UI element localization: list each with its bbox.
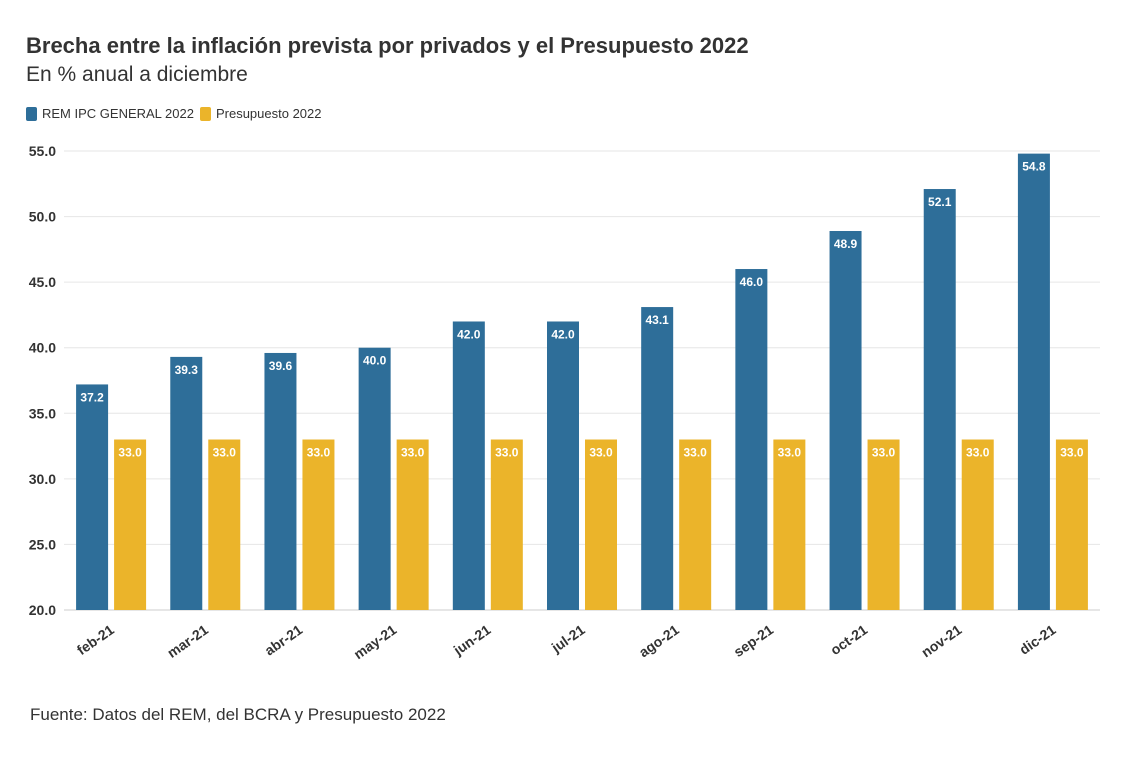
bar-presupuesto [302, 439, 335, 610]
y-tick-label: 35.0 [29, 405, 56, 421]
bar-presupuesto [867, 439, 900, 610]
x-tick-label: jun-21 [450, 621, 494, 658]
x-tick-label: dic-21 [1016, 621, 1058, 657]
bar-rem [923, 189, 956, 610]
x-tick-label: sep-21 [731, 621, 777, 660]
data-label: 33.0 [401, 446, 425, 460]
y-tick-label: 25.0 [29, 536, 56, 552]
bar-presupuesto [773, 439, 806, 610]
bar-rem [76, 384, 109, 610]
data-label: 33.0 [778, 446, 802, 460]
y-tick-label: 40.0 [29, 340, 56, 356]
y-tick-label: 20.0 [29, 602, 56, 618]
y-tick-label: 45.0 [29, 274, 56, 290]
x-tick-label: feb-21 [74, 621, 117, 658]
y-tick-label: 55.0 [29, 143, 56, 159]
x-tick-label: mar-21 [164, 621, 211, 661]
data-label: 46.0 [740, 275, 764, 289]
bar-rem [264, 352, 297, 610]
data-label: 33.0 [589, 446, 613, 460]
chart-title: Brecha entre la inflación prevista por p… [26, 33, 749, 58]
bar-presupuesto [1055, 439, 1088, 610]
data-label: 54.8 [1022, 160, 1046, 174]
x-tick-label: jul-21 [548, 621, 588, 656]
y-tick-label: 50.0 [29, 209, 56, 225]
data-label: 33.0 [1060, 446, 1084, 460]
bar-rem [641, 307, 674, 610]
bar-rem [1017, 153, 1050, 610]
legend-item-presupuesto: Presupuesto 2022 [199, 106, 322, 121]
bar-rem [829, 230, 862, 611]
data-label: 33.0 [307, 446, 331, 460]
bar-presupuesto [490, 439, 523, 610]
x-tick-label: nov-21 [918, 621, 964, 660]
bar-rem [735, 269, 768, 610]
bar-chart: 20.0 25.0 30.0 35.0 40.0 45.0 50.0 55.0 37.2 33.0… [29, 143, 1100, 662]
bar-presupuesto [208, 439, 241, 610]
bar-presupuesto [114, 439, 147, 610]
source-note: Fuente: Datos del REM, del BCRA y Presup… [30, 705, 446, 724]
data-label: 33.0 [966, 446, 990, 460]
data-label: 37.2 [80, 390, 104, 404]
data-label: 33.0 [684, 446, 708, 460]
data-label: 33.0 [118, 446, 142, 460]
bar-rem [358, 347, 391, 610]
data-label: 33.0 [495, 446, 519, 460]
bar-presupuesto [679, 439, 712, 610]
data-label: 52.1 [928, 195, 952, 209]
bar-presupuesto [585, 439, 617, 610]
data-label: 43.1 [646, 313, 670, 327]
x-tick-label: oct-21 [827, 621, 870, 658]
data-label: 33.0 [872, 446, 896, 460]
bar-presupuesto [396, 439, 429, 610]
x-tick-label: may-21 [351, 621, 400, 662]
data-label: 33.0 [213, 446, 237, 460]
x-tick-label: ago-21 [636, 621, 682, 660]
chart-subtitle: En % anual a diciembre [26, 63, 248, 86]
data-label: 42.0 [551, 327, 575, 341]
data-label: 42.0 [457, 327, 481, 341]
bar-rem [547, 321, 579, 610]
bar-presupuesto [961, 439, 994, 610]
legend-label-presupuesto: Presupuesto 2022 [215, 106, 322, 121]
data-label: 40.0 [363, 354, 387, 368]
data-label: 39.3 [175, 363, 199, 377]
legend-item-rem: REM IPC GENERAL 2022 [26, 106, 194, 121]
legend: REM IPC GENERAL 2022 Presupuesto 2022 [26, 106, 328, 121]
data-label: 48.9 [834, 237, 858, 251]
y-tick-label: 30.0 [29, 471, 56, 487]
legend-label-rem: REM IPC GENERAL 2022 [42, 106, 194, 121]
bar-rem [452, 321, 485, 610]
bar-rem [170, 356, 203, 610]
legend-swatch-rem [26, 106, 37, 121]
data-label: 39.6 [269, 359, 293, 373]
legend-swatch-presupuesto [199, 106, 211, 121]
x-tick-label: abr-21 [262, 621, 306, 658]
